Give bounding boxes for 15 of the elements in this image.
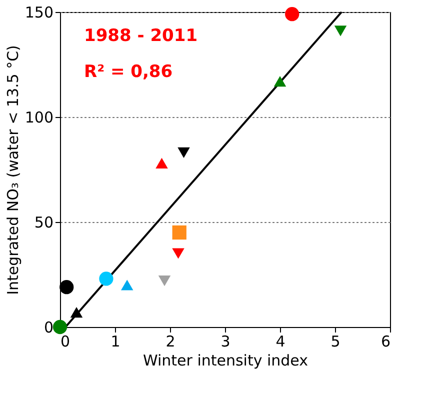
annotation: R² = 0,86 bbox=[84, 62, 173, 82]
x-tick-label: 3 bbox=[220, 332, 230, 350]
y-tick-label: 100 bbox=[24, 108, 54, 126]
x-tick-label: 0 bbox=[60, 332, 70, 350]
y-axis-title: Integrated NO₃ (water < 13.5 °C) bbox=[4, 45, 22, 295]
x-tick-label: 1 bbox=[110, 332, 120, 350]
annotation: 1988 - 2011 bbox=[84, 26, 198, 46]
y-tick-label: 50 bbox=[34, 214, 54, 232]
x-tick-label: 2 bbox=[166, 332, 176, 350]
x-tick-label: 4 bbox=[276, 332, 286, 350]
x-tick-label: 6 bbox=[380, 332, 390, 350]
x-tick-label: 5 bbox=[330, 332, 340, 350]
x-axis-title: Winter intensity index bbox=[142, 352, 308, 370]
y-tick-label: 150 bbox=[24, 4, 54, 22]
y-tick-label: 0 bbox=[44, 318, 54, 336]
